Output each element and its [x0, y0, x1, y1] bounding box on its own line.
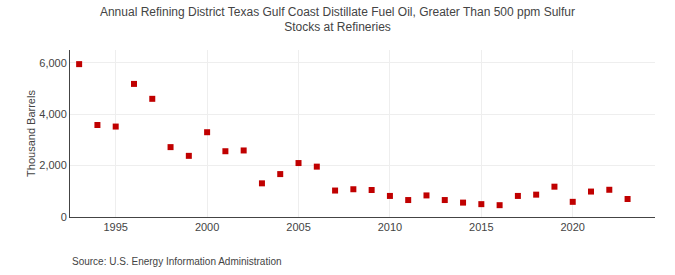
svg-text:6,000: 6,000: [39, 57, 67, 69]
svg-text:1995: 1995: [103, 221, 127, 233]
svg-text:Source: U.S. Energy Informatio: Source: U.S. Energy Information Administ…: [72, 256, 282, 267]
svg-text:0: 0: [61, 211, 67, 223]
svg-text:4,000: 4,000: [39, 108, 67, 120]
svg-text:2,000: 2,000: [39, 159, 67, 171]
svg-text:2010: 2010: [378, 221, 402, 233]
svg-text:2020: 2020: [560, 221, 584, 233]
svg-text:2005: 2005: [286, 221, 310, 233]
svg-text:2000: 2000: [195, 221, 219, 233]
svg-text:Annual Refining District Texas: Annual Refining District Texas Gulf Coas…: [100, 5, 575, 35]
svg-text:Thousand Barrels: Thousand Barrels: [25, 90, 37, 177]
svg-text:2015: 2015: [469, 221, 493, 233]
